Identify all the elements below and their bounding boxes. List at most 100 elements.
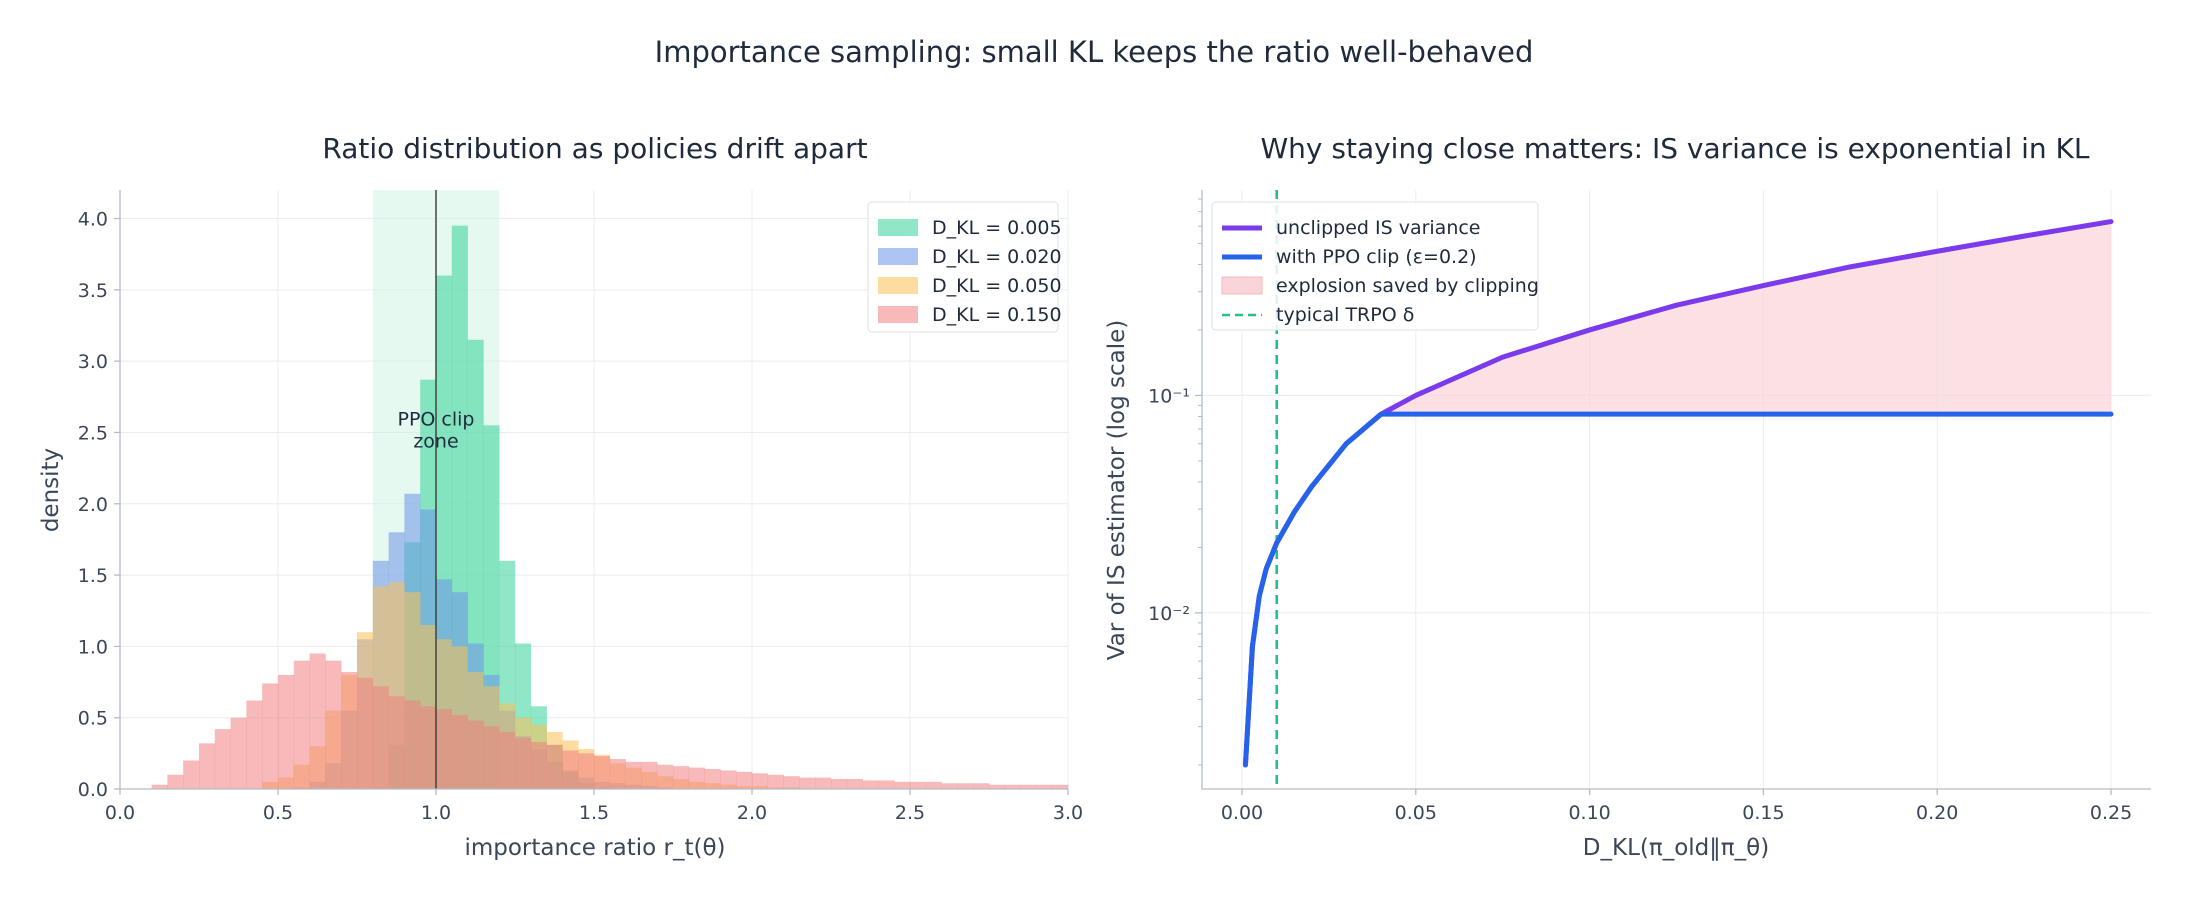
histogram-bar (673, 766, 690, 789)
y-tick-label: 2.0 (78, 494, 108, 516)
x-tick-label: 2.0 (737, 802, 767, 824)
histogram-bar (404, 700, 421, 789)
x-tick-label: 0.25 (2090, 802, 2132, 824)
histogram-bar (546, 744, 563, 789)
histogram-bar (688, 767, 705, 789)
x-tick-label: 0.5 (263, 802, 293, 824)
y-tick-label: 3.0 (78, 351, 108, 373)
histogram-bar (1036, 784, 1053, 789)
legend-swatch (878, 248, 918, 265)
variance-axes-spine (1201, 190, 2151, 790)
legend-label: D_KL = 0.005 (932, 217, 1062, 239)
histogram-bar (641, 761, 658, 789)
histogram-ticks: 0.0 0.5 1.0 1.5 2.0 2.5 3.0 0.0 0.5 1.0 1.5 2.0 2.5 3… (78, 209, 1083, 824)
legend-label: D_KL = 0.150 (932, 304, 1062, 326)
y-tick-label: 10⁻² (1148, 603, 1190, 625)
histogram-bar (372, 686, 389, 789)
explosion-fill-area (1245, 221, 2112, 765)
histogram-bar (704, 769, 721, 789)
histogram-bar (293, 660, 310, 789)
legend-label: explosion saved by clipping (1276, 275, 1539, 297)
histogram-bar (1020, 784, 1037, 789)
x-tick-label: 0.0 (105, 802, 135, 824)
histogram-bar (878, 780, 895, 789)
histogram-bar (309, 653, 326, 789)
x-tick-label: 0.00 (1221, 802, 1263, 824)
histogram-bar (609, 759, 626, 789)
variance-ticks: 0.00 0.05 0.10 0.15 0.20 0.25 10⁻² 10⁻¹ (1148, 198, 2132, 824)
y-tick-label: 0.5 (78, 708, 108, 730)
histogram-bar (325, 660, 342, 789)
y-tick-label: 1.5 (78, 565, 108, 587)
histogram-bar (499, 731, 516, 789)
histogram-bar (862, 780, 879, 789)
histogram-title: Ratio distribution as policies drift apa… (322, 132, 867, 165)
x-tick-label: 0.15 (1742, 802, 1784, 824)
histogram-bar (483, 726, 500, 789)
histogram-bar (357, 677, 374, 789)
histogram-bar (594, 756, 611, 789)
legend-swatch (878, 219, 918, 236)
x-tick-label: 0.10 (1568, 802, 1610, 824)
histogram-bar (894, 781, 911, 789)
histogram-bar (783, 776, 800, 789)
y-tick-label: 3.5 (78, 280, 108, 302)
histogram-bar (451, 714, 468, 789)
histogram-bar (515, 737, 532, 789)
histogram-bar (989, 784, 1006, 789)
ppo-clip-zone-label-line2: zone (413, 430, 458, 452)
histogram-bar (151, 784, 168, 789)
figure-suptitle: Importance sampling: small KL keeps the … (655, 35, 1534, 69)
histogram-bar (736, 771, 753, 789)
histogram-bar (752, 773, 769, 789)
y-tick-label: 2.5 (78, 422, 108, 444)
x-tick-label: 1.0 (421, 802, 451, 824)
x-tick-label: 0.20 (1916, 802, 1958, 824)
histogram-xlabel: importance ratio r_t(θ) (464, 835, 725, 861)
legend-label: unclipped IS variance (1276, 217, 1481, 239)
histogram-ylabel: density (38, 448, 64, 532)
x-tick-label: 0.05 (1395, 802, 1437, 824)
y-tick-label: 0.0 (78, 779, 108, 801)
histogram-bar (388, 696, 405, 789)
variance-xlabel: D_KL(π_old‖π_θ) (1583, 835, 1769, 861)
histogram-bar (562, 750, 579, 789)
histogram-bar (278, 674, 295, 789)
legend-label: D_KL = 0.020 (932, 246, 1062, 268)
histogram-legend: D_KL = 0.005 D_KL = 0.020 D_KL = 0.050 D_KL… (867, 201, 1062, 333)
histogram-bar (720, 770, 737, 789)
histogram-bar (183, 760, 200, 789)
legend-label: typical TRPO δ (1276, 304, 1414, 326)
histogram-bar (436, 709, 453, 789)
histogram-bar (262, 683, 279, 789)
histogram-bar (578, 753, 595, 789)
histogram-bar (1052, 784, 1069, 789)
variance-title: Why staying close matters: IS variance i… (1260, 132, 2089, 165)
legend-swatch (878, 306, 918, 323)
histogram-series-3 (151, 653, 1069, 789)
histogram-bar (925, 781, 942, 789)
histogram-bar (799, 777, 816, 789)
legend-swatch (878, 277, 918, 294)
y-tick-label: 10⁻¹ (1148, 385, 1190, 407)
histogram-bar (815, 777, 832, 789)
clipped-variance-line (1242, 411, 2114, 768)
histogram-bar (846, 779, 863, 789)
x-tick-label: 1.5 (579, 802, 609, 824)
histogram-bar (167, 774, 184, 789)
ppo-clip-zone-label-line1: PPO clip (398, 408, 475, 430)
histogram-bar (467, 720, 484, 789)
legend-swatch (1221, 276, 1263, 295)
histogram-bar (831, 779, 848, 789)
x-tick-label: 2.5 (895, 802, 925, 824)
histogram-bar (957, 783, 974, 789)
variance-legend: unclipped IS variance with PPO clip (ε=0.… (1211, 201, 1539, 331)
histogram-bar (625, 761, 642, 789)
histogram-bar (973, 783, 990, 789)
histogram-bar (767, 774, 784, 789)
y-tick-label: 4.0 (78, 209, 108, 231)
x-tick-label: 3.0 (1053, 802, 1083, 824)
legend-label: D_KL = 0.050 (932, 275, 1062, 297)
histogram-bars (151, 225, 1069, 790)
histogram-bar (214, 729, 231, 789)
